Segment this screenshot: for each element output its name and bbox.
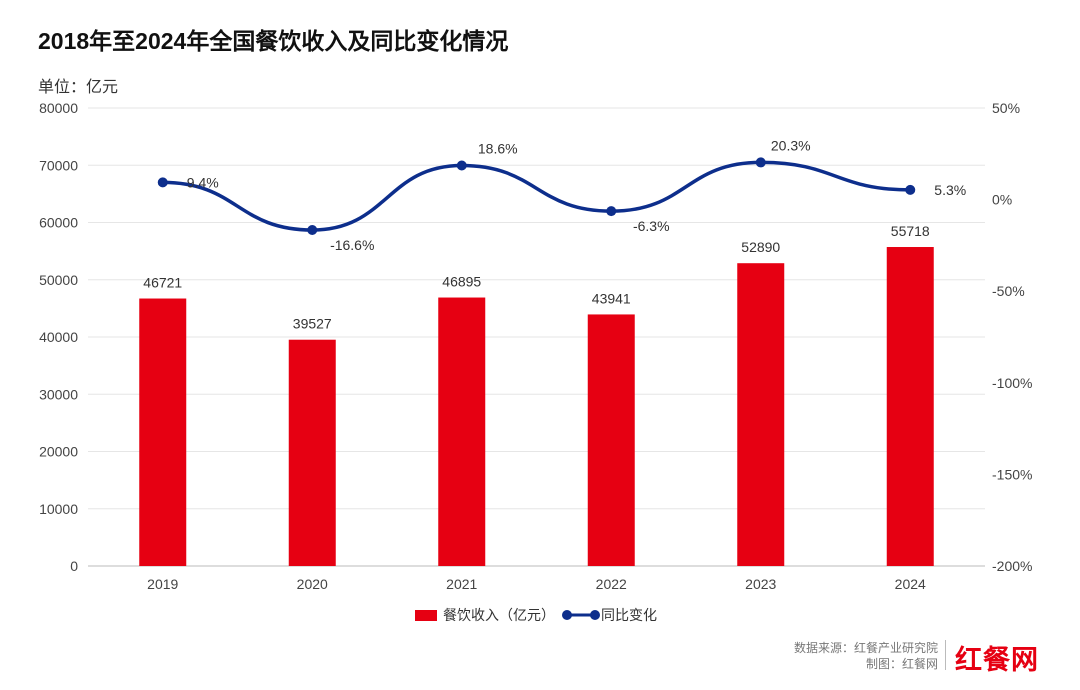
bar-data-label: 55718 — [891, 223, 930, 239]
source-note: 数据来源：红餐产业研究院 制图：红餐网 — [794, 640, 938, 672]
legend: 餐饮收入（亿元） 同比变化 — [415, 605, 657, 625]
line-data-label: 20.3% — [771, 137, 811, 153]
logo: 红餐网 — [955, 645, 1039, 675]
y-left-tick-label: 40000 — [39, 329, 78, 345]
x-tick-label: 2022 — [596, 576, 627, 592]
y-left-tick-label: 50000 — [39, 272, 78, 288]
line-data-label: 5.3% — [934, 182, 966, 198]
line-data-label: 18.6% — [478, 141, 518, 157]
line-data-label: -16.6% — [330, 237, 374, 253]
made-by-text: 制图：红餐网 — [865, 657, 938, 671]
line-series — [162, 160, 911, 232]
line-point — [606, 206, 617, 217]
y-right-tick-label: -150% — [992, 466, 1032, 482]
y-right-tick-label: -100% — [992, 375, 1032, 391]
bar — [886, 247, 934, 566]
y-left-tick-label: 60000 — [39, 215, 78, 231]
x-tick-label: 2024 — [895, 576, 926, 592]
y-left-tick-label: 10000 — [39, 501, 78, 517]
divider — [945, 640, 946, 670]
bar — [139, 298, 187, 566]
y-right-tick-label: 50% — [992, 100, 1020, 116]
line-point — [307, 225, 318, 236]
line-point — [456, 160, 467, 171]
source-text: 数据来源：红餐产业研究院 — [793, 641, 938, 655]
chart-title: 2018年至2024年全国餐饮收入及同比变化情况 — [38, 28, 509, 54]
bar-data-label: 43941 — [592, 290, 631, 306]
bar — [438, 297, 486, 566]
bar-data-label: 52890 — [741, 239, 780, 255]
y-left-tick-label: 30000 — [39, 386, 78, 402]
legend-bar-swatch — [415, 609, 437, 621]
bar-data-label: 39527 — [293, 316, 332, 332]
y-right-tick-label: 0% — [992, 192, 1012, 208]
x-tick-label: 2023 — [745, 576, 776, 592]
x-tick-label: 2020 — [297, 576, 328, 592]
line-point — [755, 157, 766, 168]
line-point — [905, 184, 916, 195]
y-left-tick-label: 20000 — [39, 444, 78, 460]
bar — [587, 314, 635, 566]
x-tick-label: 2021 — [446, 576, 477, 592]
x-tick-label: 2019 — [147, 576, 178, 592]
y-right-tick-label: -200% — [992, 558, 1032, 574]
bar-data-label: 46895 — [442, 274, 481, 290]
unit-label: 单位：亿元 — [38, 79, 119, 96]
legend-bar-label: 餐饮收入（亿元） — [443, 607, 555, 623]
legend-line-swatch — [562, 610, 600, 620]
bar — [737, 263, 785, 566]
y-left-tick-label: 0 — [70, 558, 78, 574]
bar-data-label: 46721 — [143, 275, 182, 291]
bar — [288, 339, 336, 566]
y-left-tick-label: 80000 — [39, 100, 78, 116]
line-point — [157, 177, 168, 188]
line-data-label: 9.4% — [187, 174, 219, 190]
line-data-label: -6.3% — [633, 218, 670, 234]
y-left-tick-label: 70000 — [39, 157, 78, 173]
legend-line-label: 同比变化 — [601, 607, 657, 623]
y-right-tick-label: -50% — [992, 283, 1025, 299]
